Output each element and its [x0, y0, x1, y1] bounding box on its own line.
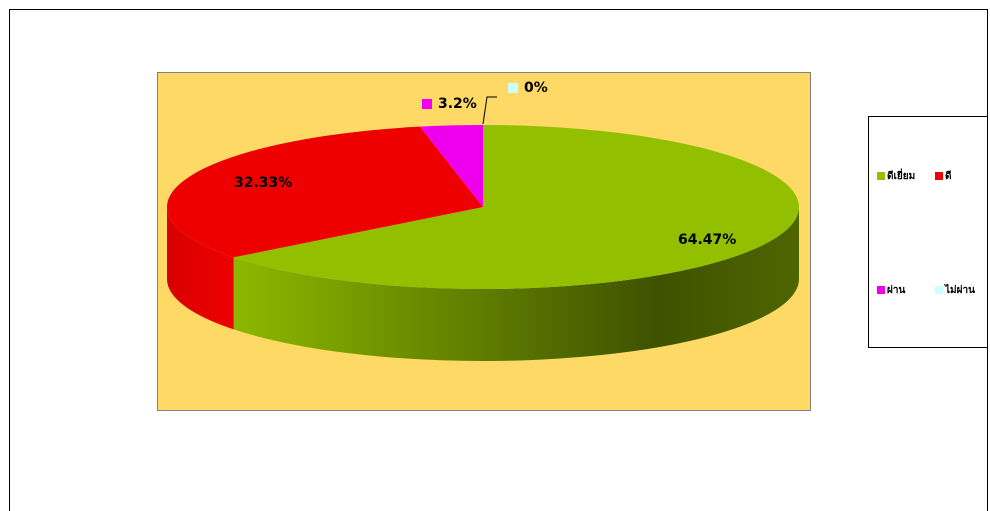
label-key	[662, 235, 672, 245]
leader-line	[482, 96, 497, 125]
pie-slice	[419, 125, 483, 207]
legend-label: ผ่าน	[887, 284, 905, 296]
data-label: 3.2%	[438, 96, 477, 112]
pie-side	[167, 207, 234, 330]
legend-label: ไม่ผ่าน	[944, 283, 975, 296]
legend-key	[877, 172, 885, 180]
legend-key	[935, 286, 943, 294]
legend-key	[935, 172, 943, 180]
legend-box	[868, 116, 988, 348]
data-label: 64.47%	[678, 232, 736, 248]
label-key	[422, 99, 432, 109]
pie-slice	[233, 125, 799, 289]
pie-slice	[166, 126, 483, 258]
data-label: 32.33%	[234, 175, 292, 191]
data-label: 0%	[524, 80, 548, 96]
pie-side	[233, 207, 800, 362]
label-key	[508, 83, 518, 93]
legend-key	[877, 286, 885, 294]
pie	[166, 125, 800, 362]
legend-label: ดีเยี่ยม	[887, 168, 915, 182]
legend-label: ดี	[945, 170, 952, 182]
labels: 64.47% 32.33% 3.2% 0%	[218, 80, 736, 248]
label-key	[218, 178, 228, 188]
